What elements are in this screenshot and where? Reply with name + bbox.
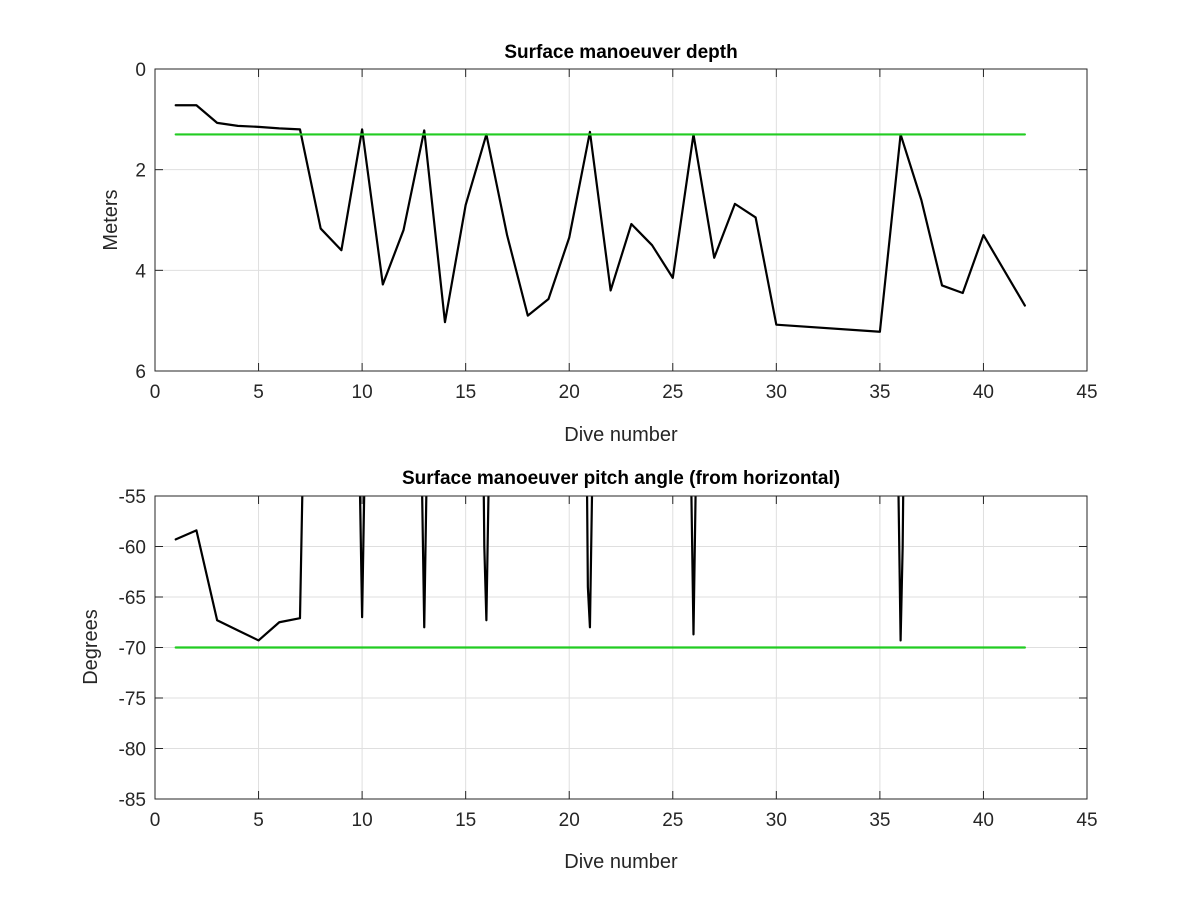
depth-y-tick-label: 0 <box>135 60 146 81</box>
depth-y-tick-label: 2 <box>135 161 146 182</box>
pitch-y-tick-label: -80 <box>119 740 146 761</box>
depth-x-tick-label: 35 <box>869 382 890 403</box>
pitch-x-tick-label: 20 <box>559 810 580 831</box>
pitch-y-axis-label: Degrees <box>80 609 102 685</box>
pitch-x-tick-label: 25 <box>662 810 683 831</box>
depth-y-tick-label: 6 <box>135 362 146 383</box>
depth-x-tick-label: 5 <box>253 382 264 403</box>
pitch-x-tick-label: 0 <box>150 810 161 831</box>
pitch-y-tick-label: -75 <box>119 689 146 710</box>
depth-x-tick-label: 15 <box>455 382 476 403</box>
depth-ticks: 0 5 10 15 20 25 30 35 40 45 0 2 4 6 <box>135 60 1097 403</box>
depth-measured-line <box>174 104 1026 333</box>
depth-chart-title: Surface manoeuver depth <box>504 42 737 63</box>
depth-x-tick-label: 25 <box>662 382 683 403</box>
pitch-measured-line <box>174 496 905 642</box>
pitch-x-tick-label: 45 <box>1076 810 1097 831</box>
depth-y-tick-label: 4 <box>135 261 146 282</box>
depth-x-tick-label: 40 <box>973 382 994 403</box>
pitch-chart-title: Surface manoeuver pitch angle (from hori… <box>402 468 840 489</box>
pitch-y-tick-label: -85 <box>119 790 146 811</box>
pitch-ticks: 0 5 10 15 20 25 30 35 40 45 -55 -60 -65 -70 -75 -80 -85 <box>119 487 1098 831</box>
depth-x-tick-label: 45 <box>1076 382 1097 403</box>
depth-x-axis-label: Dive number <box>564 424 678 446</box>
pitch-series-group <box>174 496 1026 649</box>
depth-axes-frame <box>154 68 1088 372</box>
pitch-y-tick-label: -60 <box>119 538 146 559</box>
depth-y-axis-label: Meters <box>100 189 122 250</box>
pitch-y-tick-label: -70 <box>119 639 146 660</box>
depth-x-tick-label: 30 <box>766 382 787 403</box>
pitch-x-tick-label: 10 <box>352 810 373 831</box>
pitch-axes: 0 5 10 15 20 25 30 35 40 45-55-60-65-70-75-80-85 … <box>80 468 1098 873</box>
pitch-x-tick-label: 15 <box>455 810 476 831</box>
pitch-y-tick-label: -65 <box>119 588 146 609</box>
depth-series-group <box>174 104 1026 333</box>
pitch-y-tick-label: -55 <box>119 487 146 508</box>
depth-x-tick-label: 0 <box>150 382 161 403</box>
pitch-x-tick-label: 5 <box>253 810 264 831</box>
depth-x-tick-label: 20 <box>559 382 580 403</box>
depth-plot-area <box>154 68 1088 372</box>
depth-axes: 0 5 10 15 20 25 30 35 40 45 0 2 4 6 Surface manoeuver… <box>100 42 1098 446</box>
depth-x-tick-label: 10 <box>352 382 373 403</box>
pitch-x-axis-label: Dive number <box>564 851 678 873</box>
pitch-x-tick-label: 40 <box>973 810 994 831</box>
pitch-x-tick-label: 30 <box>766 810 787 831</box>
pitch-x-tick-label: 35 <box>869 810 890 831</box>
